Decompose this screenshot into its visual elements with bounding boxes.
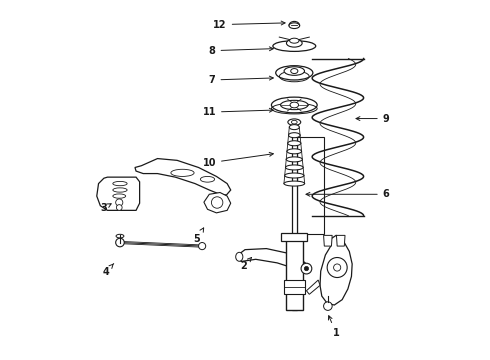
Ellipse shape <box>288 141 301 146</box>
Bar <box>286 237 303 310</box>
Bar <box>281 233 307 241</box>
Ellipse shape <box>171 169 194 176</box>
Ellipse shape <box>284 181 305 186</box>
Bar <box>292 134 297 310</box>
Ellipse shape <box>236 252 243 261</box>
Ellipse shape <box>287 149 301 154</box>
Ellipse shape <box>286 157 302 162</box>
Text: 5: 5 <box>194 228 204 244</box>
Ellipse shape <box>285 173 304 178</box>
Ellipse shape <box>286 165 303 170</box>
Ellipse shape <box>116 234 124 238</box>
Ellipse shape <box>289 23 300 28</box>
Polygon shape <box>204 193 231 213</box>
Circle shape <box>334 264 341 271</box>
Polygon shape <box>97 177 140 210</box>
Bar <box>297 137 323 234</box>
Circle shape <box>116 238 124 247</box>
Ellipse shape <box>290 38 299 43</box>
Polygon shape <box>135 158 231 195</box>
Ellipse shape <box>290 102 298 108</box>
Circle shape <box>116 199 123 206</box>
Bar <box>284 280 305 294</box>
Circle shape <box>304 266 309 271</box>
Ellipse shape <box>113 194 126 198</box>
Ellipse shape <box>291 68 298 73</box>
Polygon shape <box>306 280 320 294</box>
Text: 7: 7 <box>209 75 273 85</box>
Circle shape <box>323 302 332 310</box>
Ellipse shape <box>273 41 316 51</box>
Circle shape <box>301 263 312 274</box>
Text: 10: 10 <box>202 152 273 168</box>
Circle shape <box>117 204 122 210</box>
Text: 11: 11 <box>202 107 273 117</box>
Polygon shape <box>323 235 332 246</box>
Ellipse shape <box>287 39 302 47</box>
Ellipse shape <box>284 67 304 75</box>
Text: 3: 3 <box>100 203 111 213</box>
Polygon shape <box>320 235 352 305</box>
Ellipse shape <box>113 181 127 186</box>
Text: 9: 9 <box>356 113 390 123</box>
Ellipse shape <box>288 119 301 125</box>
Text: 6: 6 <box>306 189 390 199</box>
Ellipse shape <box>113 188 127 192</box>
Circle shape <box>198 243 206 249</box>
Circle shape <box>211 197 223 208</box>
Polygon shape <box>337 235 345 246</box>
Text: 1: 1 <box>328 316 340 338</box>
Ellipse shape <box>289 133 300 138</box>
Ellipse shape <box>200 176 215 182</box>
Ellipse shape <box>289 125 299 130</box>
Ellipse shape <box>276 66 313 80</box>
Ellipse shape <box>281 100 308 110</box>
Circle shape <box>327 257 347 278</box>
Ellipse shape <box>271 97 317 113</box>
Polygon shape <box>237 249 309 271</box>
Ellipse shape <box>292 120 297 124</box>
Text: 12: 12 <box>213 19 285 30</box>
Text: 2: 2 <box>240 257 251 271</box>
Text: 8: 8 <box>209 46 273 56</box>
Text: 4: 4 <box>102 264 114 277</box>
